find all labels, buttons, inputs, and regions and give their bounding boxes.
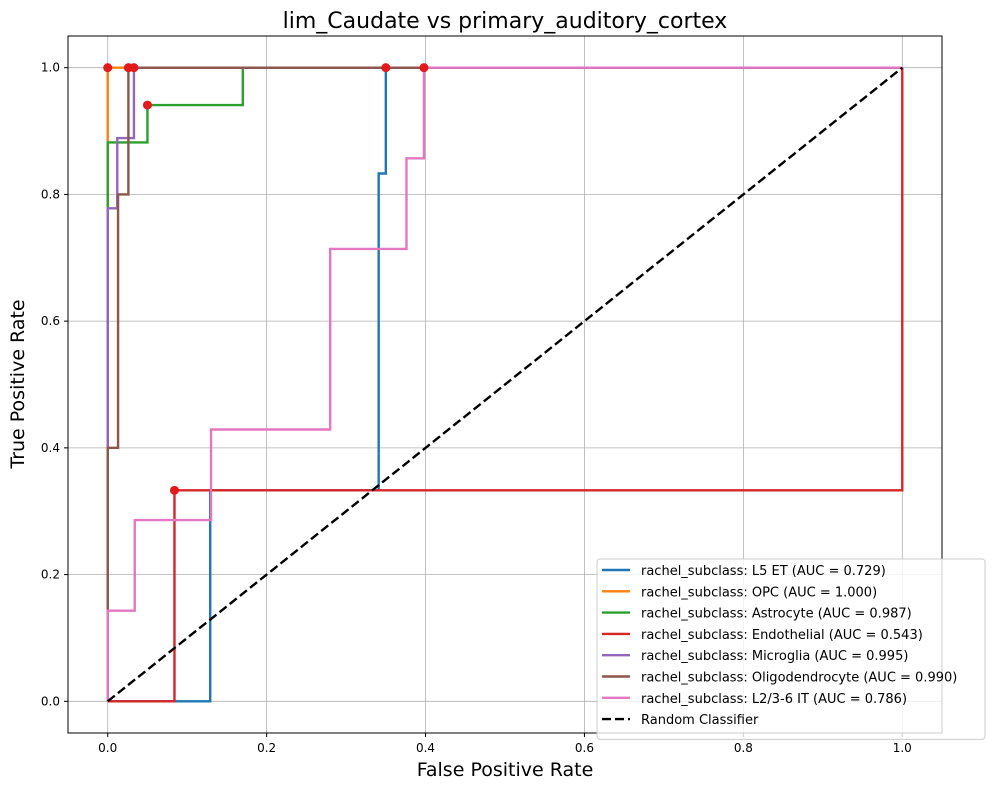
legend-label-5: rachel_subclass: Oligodendrocyte (AUC = …: [641, 671, 957, 686]
axis-ticks: 0.0 0.2 0.4 0.6 0.8 1.0 0.0 0.2 0.4 0.6 0.8 1.0: [41, 61, 912, 755]
series-line-0: [107, 66, 903, 703]
x-tick-label: 0.4: [416, 741, 435, 755]
x-tick-label: 0.0: [98, 741, 117, 755]
legend-label-0: rachel_subclass: L5 ET (AUC = 0.729): [641, 564, 886, 579]
y-tick-label: 1.0: [41, 61, 60, 75]
x-tick-label: 1.0: [893, 741, 912, 755]
legend-label-7: Random Classifier: [641, 713, 759, 728]
x-axis-label: False Positive Rate: [417, 759, 594, 781]
chart-title: lim_Caudate vs primary_auditory_cortex: [283, 9, 728, 34]
y-tick-label: 0.2: [41, 568, 60, 582]
threshold-marker-2: [142, 100, 152, 110]
legend-label-4: rachel_subclass: Microglia (AUC = 0.995): [641, 649, 908, 664]
threshold-marker-5: [123, 63, 133, 73]
legend-label-2: rachel_subclass: Astrocyte (AUC = 0.987): [641, 607, 912, 622]
y-tick-label: 0.0: [41, 694, 60, 708]
x-tick-label: 0.6: [575, 741, 594, 755]
y-axis-label: True Positive Rate: [7, 299, 29, 469]
threshold-marker-1: [103, 63, 113, 73]
y-tick-label: 0.6: [41, 314, 60, 328]
legend-box: [596, 558, 986, 740]
x-tick-label: 0.8: [734, 741, 753, 755]
y-tick-label: 0.8: [41, 187, 60, 201]
legend: rachel_subclass: L5 ET (AUC = 0.729) rach…: [596, 558, 986, 740]
threshold-marker-6: [419, 63, 429, 73]
series-line-6: [106, 66, 903, 702]
series-line-7: [106, 66, 904, 703]
legend-label-6: rachel_subclass: L2/3-6 IT (AUC = 0.786): [641, 692, 907, 707]
plot-frame: [67, 35, 943, 734]
legend-label-3: rachel_subclass: Endothelial (AUC = 0.54…: [641, 628, 923, 643]
threshold-marker-0: [381, 63, 391, 73]
series-markers: [103, 63, 429, 495]
threshold-marker-3: [169, 485, 179, 495]
x-tick-label: 0.2: [257, 741, 276, 755]
grid: [68, 36, 942, 733]
legend-label-1: rachel_subclass: OPC (AUC = 1.000): [641, 585, 877, 600]
y-tick-label: 0.4: [41, 441, 60, 455]
